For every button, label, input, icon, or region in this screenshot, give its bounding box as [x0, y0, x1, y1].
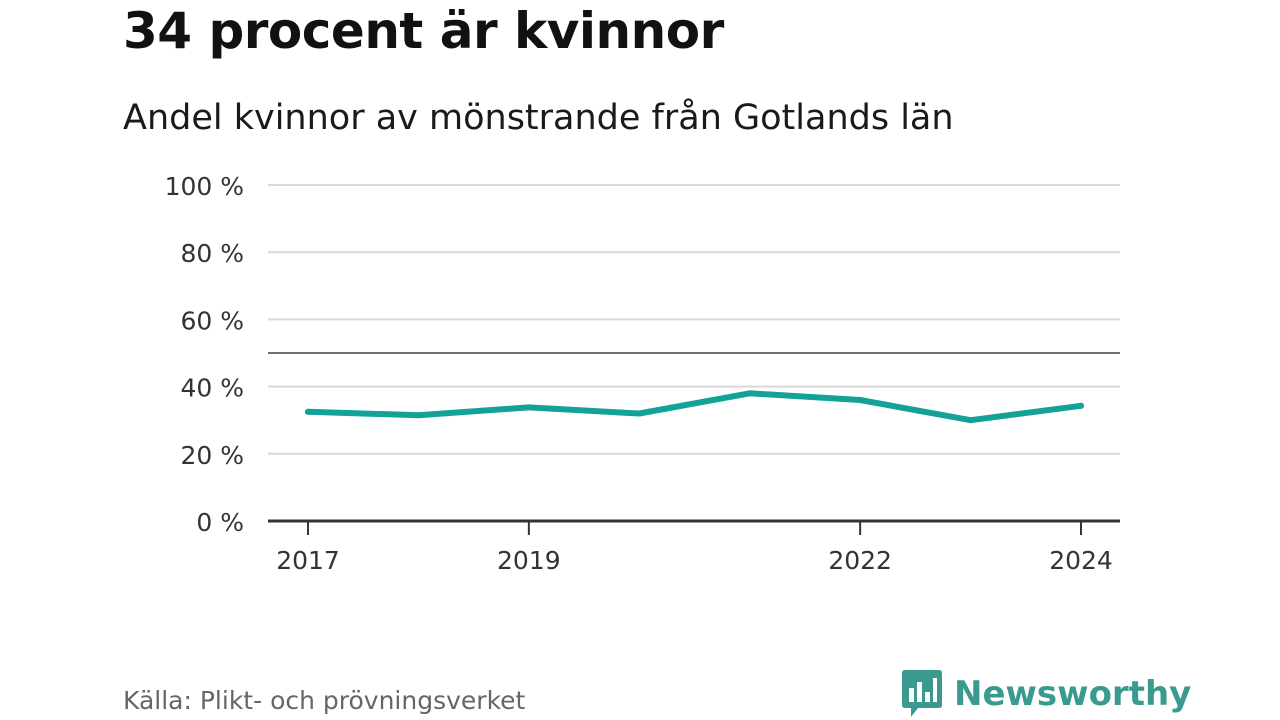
data-point-2024	[1078, 402, 1084, 409]
y-tick-label-40: 40 %	[180, 374, 244, 403]
x-tick-label-2024: 2024	[1049, 546, 1113, 575]
chart-subtitle: Andel kvinnor av mönstrande från Gotland…	[123, 98, 954, 138]
y-tick-label-60: 60 %	[180, 306, 244, 335]
y-tick-label-20: 20 %	[180, 441, 244, 470]
x-tick-label-2017: 2017	[276, 546, 340, 575]
y-tick-label-80: 80 %	[180, 239, 244, 268]
grid-lines	[268, 184, 1120, 455]
series-group	[305, 390, 1084, 424]
brand-logo: Newsworthy	[902, 670, 1191, 718]
x-tick-label-2019: 2019	[497, 546, 561, 575]
data-point-2023	[967, 417, 974, 424]
chart-title: 34 procent är kvinnor	[123, 2, 724, 60]
y-tick-label-0: 0 %	[196, 508, 244, 537]
x-tick-label-2022: 2022	[828, 546, 892, 575]
series-line-0	[305, 390, 1084, 424]
data-point-2020	[636, 410, 643, 417]
data-point-2017	[305, 408, 311, 415]
x-axis	[268, 519, 1120, 535]
newsworthy-logo-icon	[902, 670, 942, 717]
line-chart: 0 % 20 % 40 % 60 % 80 % 100 % 2017 2019 2022 202…	[165, 172, 1120, 575]
data-point-2021	[746, 390, 753, 397]
brand-name: Newsworthy	[954, 674, 1192, 714]
y-axis-tick-labels: 0 % 20 % 40 % 60 % 80 % 100 %	[165, 172, 244, 537]
data-point-2022	[857, 397, 864, 404]
x-axis-tick-labels: 2017 2019 2022 2024	[276, 546, 1113, 575]
data-point-2019	[525, 404, 532, 411]
source-note: Källa: Plikt- och prövningsverket	[123, 686, 526, 715]
y-tick-label-100: 100 %	[165, 172, 244, 201]
data-point-2018	[415, 412, 422, 419]
